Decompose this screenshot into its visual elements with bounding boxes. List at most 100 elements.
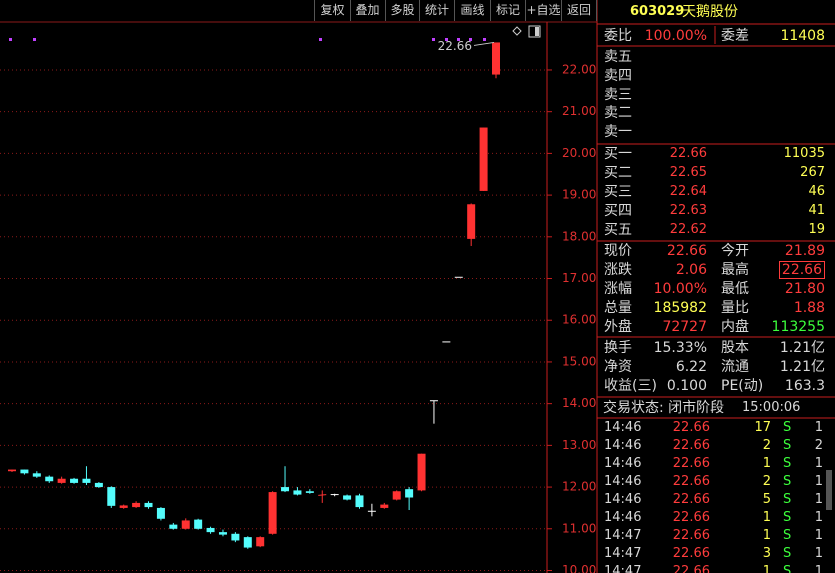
annotation-line: [473, 41, 495, 46]
toolbar-button[interactable]: 叠加: [350, 0, 386, 21]
candle-body: [32, 473, 41, 477]
order_ratio-cell: 委比: [604, 28, 632, 44]
stock-code: 603029: [630, 4, 685, 19]
y-tick-label: 15.00: [562, 354, 596, 368]
candle-body: [318, 494, 327, 496]
bid-price: 22.66: [669, 146, 707, 161]
trade-price: 22.66: [672, 510, 710, 525]
candle-body: [107, 487, 116, 506]
trade-side: S: [783, 546, 792, 561]
2-cell: 最低: [721, 281, 749, 297]
trade-side: S: [783, 456, 792, 471]
0-cell: 股本: [721, 340, 749, 356]
candle-body: [132, 502, 141, 508]
1-cell: 流通: [721, 359, 749, 375]
trade-time: 14:47: [604, 564, 642, 573]
scrollbar[interactable]: [826, 470, 832, 510]
toolbar-button[interactable]: 统计: [420, 0, 455, 21]
trade-time: 14:46: [604, 456, 642, 471]
0-cell: 换手: [604, 340, 632, 356]
toolbar-button[interactable]: 标记: [491, 0, 526, 21]
trade-time: 14:46: [604, 492, 642, 507]
trade-count: 1: [814, 420, 823, 435]
trade-side: S: [783, 438, 792, 453]
trade-side: S: [783, 510, 792, 525]
3-cell: 总量: [604, 300, 632, 316]
toolbar-button[interactable]: 多股: [386, 0, 420, 21]
bid-label: 买五: [604, 222, 632, 238]
toolbar-button[interactable]: 返回: [562, 0, 597, 21]
trade-price: 22.66: [672, 420, 710, 435]
4-cell: 72727: [662, 319, 707, 335]
trade-time: 14:46: [604, 420, 642, 435]
ask-label: 卖五: [604, 49, 632, 65]
candle-body: [70, 478, 79, 483]
trade-side: S: [783, 474, 792, 489]
trade-volume: 5: [762, 492, 771, 507]
toolbar-button[interactable]: 复权: [314, 0, 351, 21]
1-cell: 2.06: [675, 262, 707, 278]
ask-label: 卖一: [604, 124, 632, 141]
candle-body: [156, 507, 165, 519]
trade-time: 14:47: [604, 528, 642, 543]
bid-volume: 46: [808, 184, 825, 199]
icon[interactable]: [528, 25, 541, 38]
toolbar-button[interactable]: 画线: [455, 0, 491, 21]
candle-body: [405, 489, 414, 498]
trade-price: 22.66: [672, 474, 710, 489]
y-tick-label: 16.00: [562, 313, 596, 327]
candle-body: [492, 42, 500, 75]
ask-label: 卖三: [604, 86, 632, 103]
trade-volume: 1: [762, 564, 771, 573]
2-cell: 163.3: [784, 378, 825, 394]
candle-body: [8, 469, 16, 472]
icon[interactable]: [512, 26, 522, 36]
trade-side: S: [783, 420, 792, 435]
1-cell: 净资: [604, 359, 632, 375]
y-tick-label: 11.00: [562, 521, 596, 535]
trade-count: 1: [814, 510, 823, 525]
2-cell: 0.100: [666, 378, 707, 394]
bid-label: 买四: [604, 203, 632, 219]
trade-time: 14:46: [604, 510, 642, 525]
candle-body: [231, 533, 240, 541]
order_ratio-cell: 委差: [721, 28, 749, 44]
candle-body: [45, 476, 54, 482]
0-cell: 22.66: [666, 243, 707, 259]
y-tick-label: 19.00: [562, 188, 596, 202]
bid-price: 22.63: [669, 203, 707, 218]
candle-body: [82, 478, 91, 483]
candle-body: [169, 524, 178, 529]
0-cell: 1.21亿: [779, 340, 825, 356]
1-cell: 22.66: [778, 261, 825, 279]
bid-price: 22.64: [669, 184, 707, 199]
y-tick-label: 21.00: [562, 104, 596, 118]
trade-count: 1: [814, 546, 823, 561]
bid-label: 买一: [604, 146, 632, 162]
order_ratio-cell: 100.00%: [644, 28, 707, 44]
y-tick-label: 14.00: [562, 396, 596, 410]
bid-price: 22.62: [669, 222, 707, 237]
candle-body: [293, 490, 302, 495]
trade-price: 22.66: [672, 456, 710, 471]
0-cell: 15.33%: [653, 340, 707, 356]
y-tick-label: 20.00: [562, 146, 596, 160]
3-cell: 量比: [721, 300, 749, 316]
candle-body: [181, 520, 190, 529]
toolbar-button[interactable]: +自选: [526, 0, 562, 21]
candle-body: [305, 491, 314, 493]
trade-price: 22.66: [672, 528, 710, 543]
y-tick-label: 17.00: [562, 271, 596, 285]
trade-count: 1: [814, 564, 823, 573]
2-cell: 21.80: [784, 281, 825, 297]
candle-body: [20, 469, 29, 474]
trade-count: 2: [814, 438, 823, 453]
candle-body: [256, 537, 265, 547]
1-cell: 最高: [721, 262, 749, 278]
markers: [9, 38, 486, 41]
y-tick-label: 22.00: [562, 62, 596, 76]
trade-volume: 3: [762, 546, 771, 561]
trade-time: 14:46: [604, 474, 642, 489]
3-cell: 1.88: [793, 300, 825, 316]
